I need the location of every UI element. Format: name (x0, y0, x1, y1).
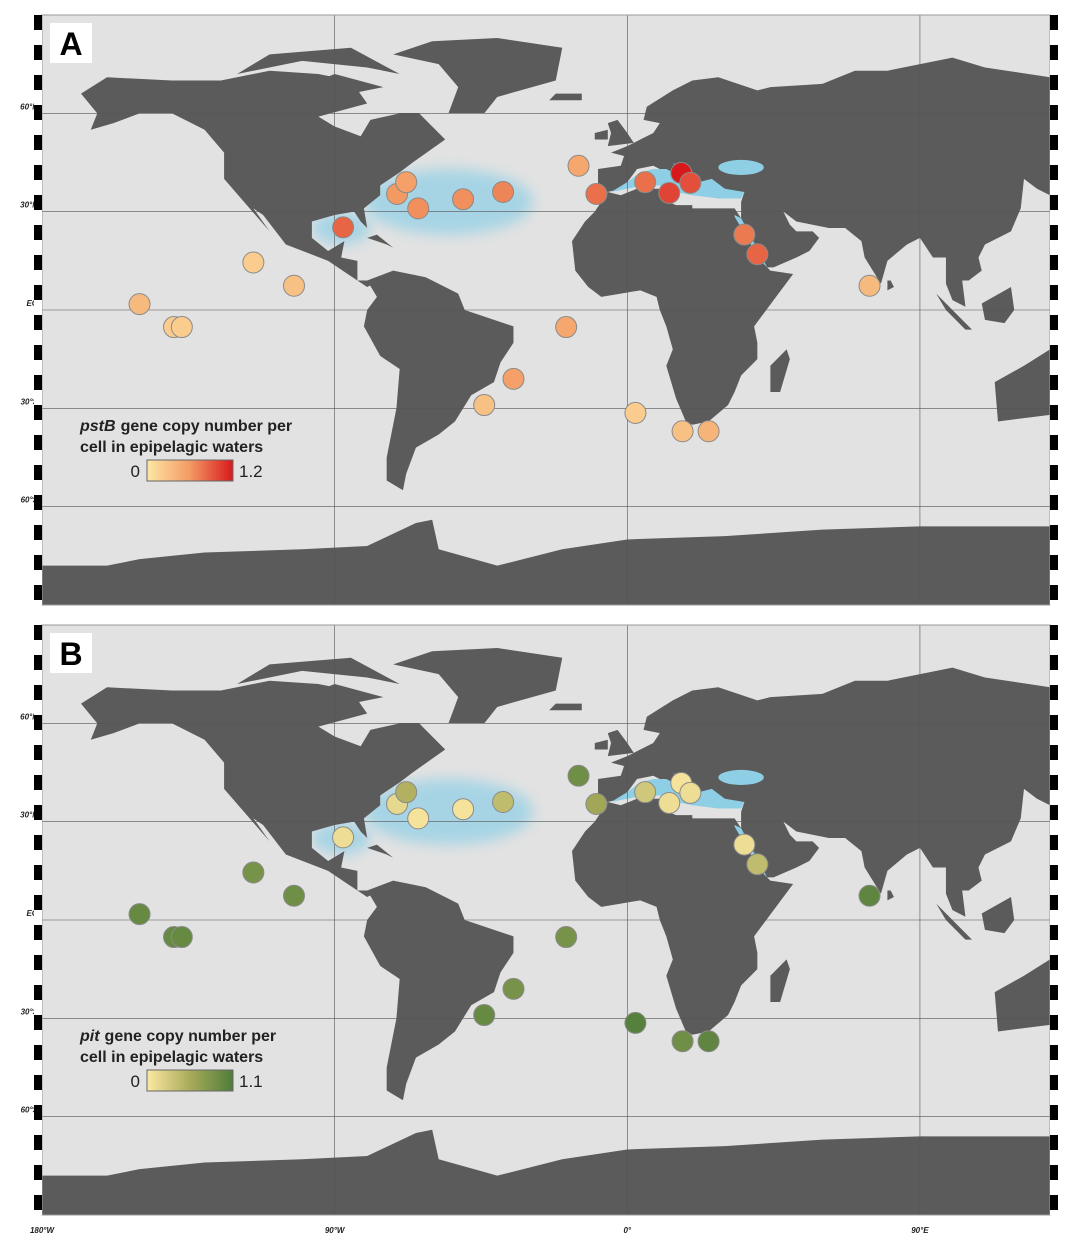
station-marker (624, 1011, 647, 1034)
station-marker (697, 420, 720, 443)
station-marker (746, 243, 769, 266)
panel-label-box (50, 23, 92, 63)
station-marker (679, 171, 702, 194)
station-marker (858, 274, 881, 297)
lat-tick-label: 30°S (21, 397, 39, 406)
station-marker (624, 401, 647, 424)
station-marker (567, 154, 590, 177)
station-marker (407, 807, 430, 830)
legend-title-line: gene copy number per (105, 1028, 277, 1045)
station-marker (395, 781, 418, 804)
station-marker (567, 764, 590, 787)
lat-tick-label: EQ (26, 909, 38, 918)
legend-title-line: cell in epipelagic waters (80, 439, 263, 456)
station-marker (634, 171, 657, 194)
map-panel (42, 625, 1050, 1215)
legend-title: pstB gene copy number per (79, 418, 292, 435)
lat-tick-label: 30°N (20, 811, 38, 820)
lon-tick-label: 0° (623, 1226, 631, 1235)
station-marker (407, 197, 430, 220)
legend-gene: pit (79, 1028, 100, 1045)
station-marker (658, 791, 681, 814)
station-marker (502, 367, 525, 390)
station-marker (671, 1030, 694, 1053)
lat-tick-label: 60°N (20, 102, 38, 111)
lon-tick-label: 90°E (911, 1226, 929, 1235)
station-marker (585, 182, 608, 205)
lon-tick-label: 180°W (30, 1226, 56, 1235)
lat-tick-label: 60°S (21, 1106, 39, 1115)
colorbar-max-label: 1.1 (239, 1072, 263, 1091)
station-marker (332, 826, 355, 849)
station-marker (634, 781, 657, 804)
colorbar (146, 1069, 234, 1092)
station-marker (128, 293, 151, 316)
legend-title-line: gene copy number per (121, 418, 293, 435)
station-marker (492, 181, 515, 203)
station-marker (555, 316, 578, 339)
colorbar-min-label: 0 (131, 462, 140, 481)
legend-title-line: cell in epipelagic waters (80, 1049, 263, 1066)
lat-tick-label: 60°S (21, 496, 39, 505)
station-marker (858, 884, 881, 907)
lat-tick-label: 60°N (20, 712, 38, 721)
station-marker (170, 926, 193, 949)
lon-tick-label: 90°W (325, 1226, 346, 1235)
colorbar-min-label: 0 (131, 1072, 140, 1091)
station-marker (502, 977, 525, 1000)
station-marker (170, 316, 193, 339)
station-marker (242, 251, 265, 274)
station-marker (746, 853, 769, 876)
lat-tick-label: EQ (26, 299, 38, 308)
station-marker (283, 884, 305, 907)
station-marker (733, 223, 756, 246)
station-marker (679, 781, 702, 804)
panel-label: A (59, 26, 82, 62)
station-marker (473, 394, 496, 417)
station-marker (452, 798, 475, 821)
lat-tick-label: 30°N (20, 201, 38, 210)
panel-label-box (50, 633, 92, 673)
station-marker (452, 188, 475, 211)
station-marker (733, 833, 756, 856)
station-marker (492, 791, 515, 813)
panel-label: B (59, 636, 82, 672)
lat-tick-label: 30°S (21, 1007, 39, 1016)
colorbar (146, 459, 234, 482)
station-marker (697, 1030, 720, 1053)
station-marker (395, 171, 418, 194)
station-marker (332, 216, 355, 239)
legend-gene: pstB (79, 418, 116, 435)
station-marker (242, 861, 265, 884)
station-marker (128, 903, 151, 926)
station-marker (283, 274, 305, 297)
station-marker (473, 1004, 496, 1027)
map-panel (42, 15, 1050, 605)
colorbar-max-label: 1.2 (239, 462, 263, 481)
legend-title: pit gene copy number per (79, 1028, 276, 1045)
station-marker (671, 420, 694, 443)
station-marker (658, 181, 681, 204)
station-marker (555, 926, 578, 949)
station-marker (585, 792, 608, 815)
